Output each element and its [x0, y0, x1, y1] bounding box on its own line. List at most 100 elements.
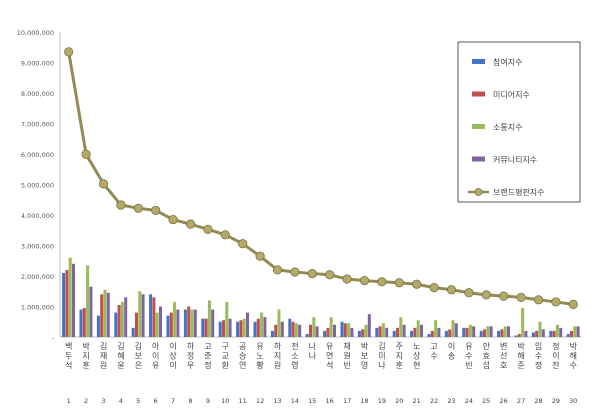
brand-index-point: [516, 292, 526, 302]
legend-swatch: [472, 91, 485, 97]
bar-4: [211, 309, 215, 337]
x-tick-label: 18: [360, 397, 368, 405]
bar-2: [152, 297, 156, 337]
bar-2: [222, 320, 225, 337]
bar-4: [124, 297, 128, 337]
x-tick-label: 12: [256, 397, 264, 405]
bar-4: [437, 327, 441, 337]
bar-1: [149, 294, 153, 337]
bar-1: [392, 330, 396, 337]
bar-2: [396, 327, 399, 337]
bar-1: [270, 330, 274, 337]
x-tick-label: 7: [171, 397, 175, 405]
bar-3: [242, 318, 246, 337]
bar-1: [253, 321, 257, 337]
brand-index-point: [325, 270, 335, 280]
brand-index-point: [238, 239, 248, 249]
bar-2: [309, 324, 312, 337]
bar-4: [193, 309, 197, 337]
x-tick-label: 26: [500, 397, 508, 405]
bar-3: [260, 312, 264, 337]
legend-box: [457, 41, 581, 203]
brand-index-point: [98, 179, 109, 189]
bar-1: [497, 330, 501, 337]
brand-index-point: [412, 279, 422, 289]
bar-4: [246, 312, 249, 337]
x-tick-label: 16: [326, 397, 334, 405]
x-tick-label: 9: [206, 397, 210, 405]
x-tick-label: 5: [136, 397, 140, 405]
legend-label: 커뮤니티지수: [493, 155, 537, 165]
bar-4: [89, 286, 93, 337]
x-tick-label: 8: [188, 397, 192, 405]
bar-1: [531, 332, 535, 337]
bar-4: [402, 324, 406, 337]
bar-1: [444, 330, 448, 337]
brand-index-point: [429, 282, 439, 293]
bar-2: [204, 318, 208, 337]
bar-1: [323, 330, 327, 337]
bar-3: [103, 289, 107, 337]
brand-index-point: [551, 297, 561, 307]
bar-4: [559, 327, 563, 337]
bar-4: [489, 326, 493, 337]
y-tick-label: 9,000,000: [21, 60, 54, 68]
bar-3: [225, 301, 229, 337]
bar-3: [521, 308, 525, 337]
brand-index-point: [290, 267, 300, 277]
y-tick-label: 6,000,000: [21, 151, 54, 159]
bar-2: [465, 327, 469, 337]
x-tick-label: 20: [395, 397, 403, 405]
y-tick-label: 5,000,000: [21, 182, 54, 190]
brand-index-point: [64, 47, 74, 57]
bar-2: [552, 330, 556, 337]
brand-index-point: [394, 278, 404, 288]
brand-index-point: [133, 203, 143, 213]
x-tick-label: 22: [430, 397, 438, 405]
x-tick-label: 14: [291, 397, 299, 405]
bar-2: [343, 323, 347, 337]
x-tick-label: 28: [534, 397, 542, 405]
bar-3: [347, 323, 351, 337]
bar-2: [326, 327, 330, 337]
bar-3: [190, 309, 194, 337]
bar-2: [239, 320, 243, 337]
bar-2: [117, 304, 121, 337]
bar-1: [131, 327, 135, 337]
bar-4: [385, 327, 389, 337]
bar-3: [434, 320, 438, 337]
bar-3: [155, 312, 159, 337]
bar-3: [138, 291, 142, 337]
x-tick-label: 23: [447, 397, 455, 405]
bar-3: [312, 317, 316, 337]
bar-3: [277, 309, 281, 337]
x-tick-label: 25: [482, 397, 490, 405]
y-tick-label: 7,000,000: [21, 121, 54, 129]
bar-4: [367, 314, 371, 338]
legend-swatch: [472, 156, 485, 162]
bar-1: [288, 318, 292, 337]
y-tick-label: 3,000,000: [21, 243, 54, 251]
bar-1: [479, 330, 483, 337]
bar-2: [378, 326, 382, 337]
legend-swatch: [472, 124, 485, 129]
bar-4: [228, 318, 232, 337]
x-tick-label: 2: [84, 397, 88, 405]
bar-2: [169, 312, 173, 337]
bar-3: [399, 317, 403, 337]
x-tick-label: 4: [119, 397, 123, 405]
legend-marker: [474, 188, 483, 196]
bar-4: [333, 324, 336, 337]
bar-1: [305, 333, 309, 337]
bar-series-group: [62, 257, 580, 338]
bar-3: [486, 326, 490, 337]
